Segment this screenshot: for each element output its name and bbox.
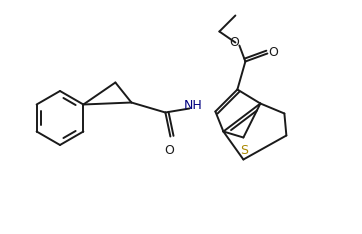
Text: S: S: [240, 145, 248, 157]
Text: NH: NH: [184, 99, 203, 112]
Text: O: O: [164, 143, 174, 157]
Text: O: O: [269, 46, 278, 59]
Text: O: O: [230, 36, 239, 49]
